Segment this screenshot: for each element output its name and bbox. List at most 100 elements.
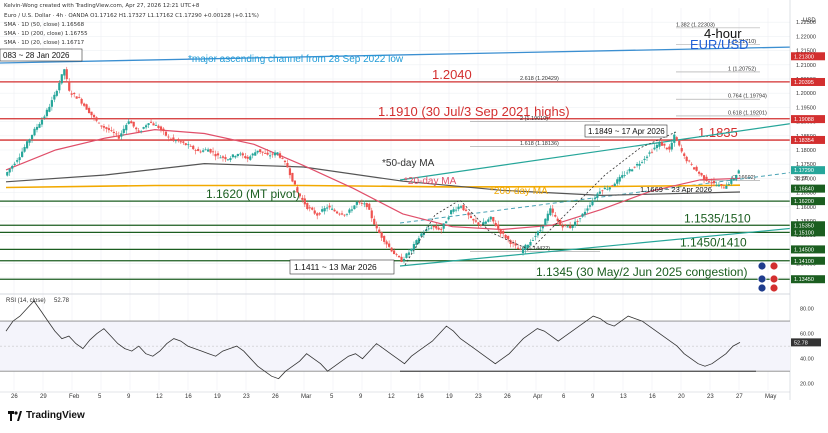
sma20-legend[interactable]: SMA · 1D (20, close) 1.16717: [4, 40, 85, 46]
candle-body: [420, 233, 423, 237]
candle-body: [355, 202, 358, 205]
candle-body: [608, 187, 611, 190]
candle-body: [514, 243, 517, 246]
candle-body: [115, 133, 118, 135]
candle-body: [95, 117, 98, 121]
candle-body: [452, 209, 455, 212]
candle-body: [58, 82, 61, 91]
time-axis-label: 20: [678, 394, 685, 400]
candle-body: [174, 140, 177, 142]
candle-body: [293, 180, 296, 185]
candle-body: [502, 231, 505, 234]
candle-body: [358, 201, 361, 203]
candle-body: [348, 209, 351, 213]
fib-label: 1 (1.20752): [728, 66, 756, 72]
candle-body: [497, 224, 500, 229]
projection-path-right: [529, 131, 677, 251]
candle-body: [197, 148, 200, 152]
candle-body: [683, 153, 686, 156]
candle-body: [373, 218, 376, 225]
candle-body: [65, 69, 68, 80]
candle-body: [564, 224, 567, 226]
sma50-legend[interactable]: SMA · 1D (50, close) 1.16568: [4, 22, 85, 28]
channel-lower-line: [399, 227, 796, 267]
candle-body: [256, 150, 259, 153]
candle-body: [375, 224, 378, 229]
candles: [6, 66, 740, 264]
candle-body: [440, 228, 443, 230]
candle-body: [308, 207, 311, 209]
time-axis-label: Mar: [301, 394, 311, 400]
candle-body: [549, 208, 552, 216]
candle-body: [335, 211, 339, 214]
sma20-line: [5, 128, 741, 231]
sma200-line: [5, 184, 741, 189]
candle-body: [435, 225, 438, 229]
price-axis-label: 1.17000: [796, 176, 816, 182]
candle-body: [732, 179, 735, 180]
candle-body: [278, 153, 282, 158]
candle-body: [363, 203, 366, 205]
price-tag: [791, 275, 825, 284]
time-axis-label: 5: [98, 394, 102, 400]
high-left-label: 083 ~ 28 Jan 2026: [3, 51, 70, 60]
candle-body: [484, 221, 487, 224]
candle-body: [670, 142, 673, 150]
time-axis-label: 26: [11, 394, 18, 400]
price-axis-label: 1.20000: [796, 91, 816, 97]
candle-body: [323, 208, 326, 212]
candle-body: [112, 131, 115, 133]
candle-body: [25, 141, 29, 149]
candle-body: [551, 208, 554, 213]
candle-body: [380, 232, 383, 238]
candle-body: [177, 139, 180, 142]
candle-body: [125, 124, 128, 131]
candle-body: [286, 163, 289, 168]
candle-body: [350, 209, 354, 211]
candle-body: [705, 176, 708, 181]
candle-body: [474, 220, 478, 222]
chart-annotations: *major ascending channel from 28 Sep 202…: [0, 48, 779, 293]
candle-body: [167, 136, 170, 138]
candle-body: [311, 207, 314, 210]
sma50-label: *50-day MA: [382, 158, 435, 169]
event-flag-icon: [757, 283, 767, 293]
candle-body: [226, 159, 230, 161]
price-axis-label: 1.21000: [796, 63, 816, 69]
candle-body: [591, 200, 594, 206]
candle-body: [303, 198, 306, 205]
candle-body: [385, 241, 388, 245]
tradingview-logo[interactable]: TradingView: [8, 410, 85, 421]
candle-body: [487, 219, 490, 222]
level-label: 1.1535/1510: [684, 211, 751, 225]
candle-body: [30, 134, 34, 140]
candle-body: [598, 191, 601, 194]
fib-label: 1 (1.21710): [728, 39, 756, 45]
candle-body: [273, 152, 277, 156]
candle-body: [430, 227, 433, 229]
candle-body: [695, 166, 698, 171]
high-right-label: 1.1849 ~ 17 Apr 2026: [588, 127, 665, 136]
sma200-legend[interactable]: SMA · 1D (200, close) 1.16755: [4, 31, 88, 37]
time-axis: 26 29 Feb 5 9 12 16 19 23 26 Mar 5 9 12 16 19 23 26 Apr 6 9 1…: [0, 391, 790, 400]
candle-body: [633, 166, 636, 168]
candle-body: [556, 218, 559, 222]
candle-body: [301, 197, 304, 200]
price-tag-label: 1.15100: [794, 230, 814, 236]
candle-body: [640, 161, 644, 163]
candle-body: [519, 249, 522, 251]
candle-body: [204, 149, 207, 151]
candle-body: [343, 214, 346, 216]
candle-body: [554, 214, 557, 217]
candle-body: [100, 125, 103, 127]
candle-body: [539, 229, 542, 231]
candle-body: [194, 150, 197, 151]
time-axis-label: 12: [156, 394, 163, 400]
candle-body: [11, 165, 14, 169]
low-apr-label: 1.1669 ~ 23 Apr 2026: [640, 185, 712, 194]
time-axis-label: 13: [620, 394, 627, 400]
time-axis-label: 19: [446, 394, 453, 400]
tradingview-logo-text: TradingView: [26, 410, 85, 421]
candle-body: [524, 244, 527, 250]
